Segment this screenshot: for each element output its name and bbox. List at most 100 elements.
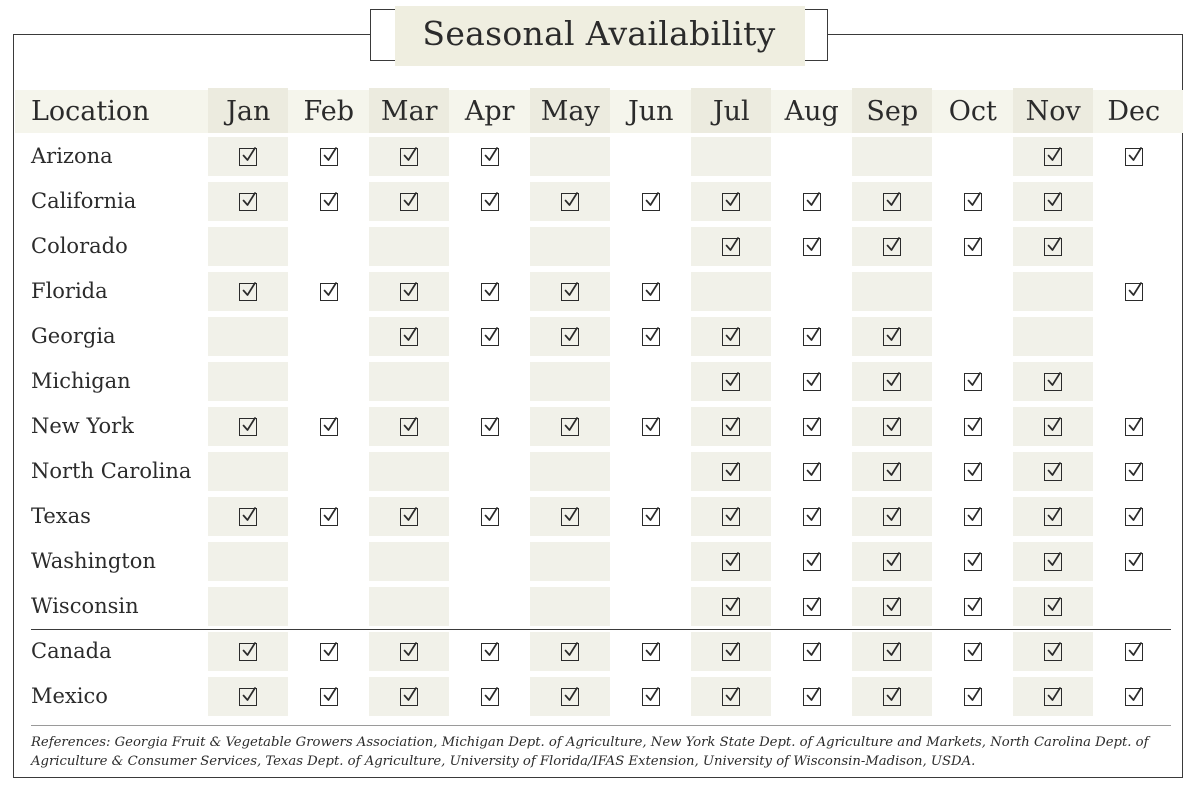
check-icon [561, 642, 580, 661]
check-icon [239, 687, 258, 706]
cell-shade-mar [369, 227, 449, 266]
cell-shade-nov [1013, 587, 1093, 626]
location-label: Florida [31, 279, 108, 303]
check-icon [400, 327, 419, 346]
cell-shade-may [530, 182, 610, 221]
cell-shade-jan [208, 587, 288, 626]
header-shade-jan [208, 88, 288, 133]
location-label: Georgia [31, 324, 116, 348]
check-icon [722, 552, 741, 571]
cell-shade-sep [852, 632, 932, 671]
cell-shade-jan [208, 182, 288, 221]
check-icon [641, 642, 660, 661]
cell-shade-mar [369, 542, 449, 581]
cell-shade-may [530, 362, 610, 401]
check-icon [1124, 147, 1143, 166]
check-icon [641, 687, 660, 706]
title-box: Seasonal Availability [370, 6, 828, 66]
check-icon [722, 507, 741, 526]
check-icon [802, 192, 821, 211]
check-icon [561, 507, 580, 526]
cell-shade-jul [691, 542, 771, 581]
cell-shade-sep [852, 182, 932, 221]
cell-shade-may [530, 497, 610, 536]
check-icon [1124, 642, 1143, 661]
check-icon [1044, 417, 1063, 436]
check-icon [963, 642, 982, 661]
check-icon [1044, 597, 1063, 616]
month-header-dec: Dec [1107, 96, 1161, 127]
cell-shade-nov [1013, 272, 1093, 311]
check-icon [722, 327, 741, 346]
cell-shade-jul [691, 272, 771, 311]
cell-shade-nov [1013, 362, 1093, 401]
cell-shade-jul [691, 497, 771, 536]
check-icon [561, 327, 580, 346]
cell-shade-jul [691, 227, 771, 266]
check-icon [802, 507, 821, 526]
check-icon [561, 417, 580, 436]
check-icon [883, 192, 902, 211]
cell-shade-jul [691, 677, 771, 716]
cell-shade-mar [369, 272, 449, 311]
check-icon [1044, 192, 1063, 211]
check-icon [722, 597, 741, 616]
check-icon [722, 687, 741, 706]
cell-shade-jul [691, 137, 771, 176]
check-icon [722, 192, 741, 211]
check-icon [480, 417, 499, 436]
check-icon [400, 192, 419, 211]
cell-shade-mar [369, 317, 449, 356]
check-icon [1044, 642, 1063, 661]
cell-shade-jan [208, 497, 288, 536]
check-icon [1044, 687, 1063, 706]
cell-shade-jul [691, 317, 771, 356]
cell-shade-mar [369, 182, 449, 221]
cell-shade-may [530, 542, 610, 581]
cell-shade-nov [1013, 182, 1093, 221]
cell-shade-jan [208, 362, 288, 401]
month-header-sep: Sep [866, 96, 919, 127]
cell-shade-sep [852, 272, 932, 311]
check-icon [963, 372, 982, 391]
check-icon [480, 192, 499, 211]
check-icon [802, 687, 821, 706]
check-icon [319, 687, 338, 706]
page-title: Seasonal Availability [422, 14, 776, 53]
check-icon [239, 282, 258, 301]
check-icon [963, 507, 982, 526]
month-header-apr: Apr [464, 96, 515, 127]
check-icon [319, 192, 338, 211]
cell-shade-nov [1013, 497, 1093, 536]
cell-shade-jan [208, 227, 288, 266]
cell-shade-nov [1013, 407, 1093, 446]
location-header: Location [31, 96, 150, 127]
check-icon [319, 642, 338, 661]
cell-shade-mar [369, 407, 449, 446]
check-icon [239, 417, 258, 436]
check-icon [802, 327, 821, 346]
check-icon [802, 417, 821, 436]
header-shade-may [530, 88, 610, 133]
cell-shade-may [530, 407, 610, 446]
check-icon [480, 642, 499, 661]
cell-shade-may [530, 452, 610, 491]
location-label: Mexico [31, 684, 108, 708]
cell-shade-sep [852, 227, 932, 266]
cell-shade-mar [369, 362, 449, 401]
cell-shade-jul [691, 632, 771, 671]
check-icon [883, 417, 902, 436]
month-header-mar: Mar [380, 96, 438, 127]
month-header-jul: Jul [712, 96, 750, 127]
check-icon [963, 597, 982, 616]
check-icon [722, 642, 741, 661]
location-label: Michigan [31, 369, 131, 393]
cell-shade-sep [852, 407, 932, 446]
check-icon [963, 552, 982, 571]
location-label: Wisconsin [31, 594, 139, 618]
check-icon [400, 147, 419, 166]
check-icon [802, 462, 821, 481]
cell-shade-jul [691, 407, 771, 446]
check-icon [802, 642, 821, 661]
check-icon [802, 237, 821, 256]
